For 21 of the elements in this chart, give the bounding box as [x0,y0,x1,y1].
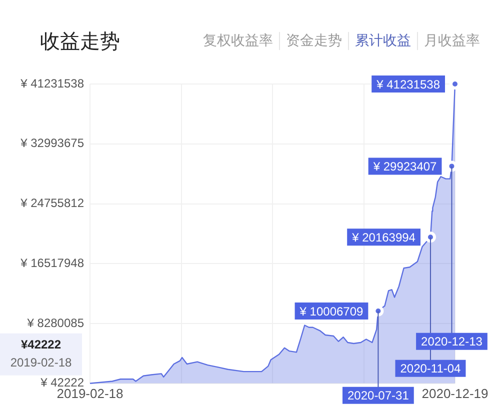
text: 资金走势 [279,32,348,50]
text: 月收益率 [417,32,486,50]
y-tick-label: ¥ 32993675 [20,136,84,150]
ref-line-label: 2020-07-31 [347,388,410,403]
data-label: ¥ 20163994 [351,230,416,244]
y-tick-label: ¥ 24755812 [20,196,84,210]
data-label: ¥ 29923407 [372,160,438,174]
x-tick-label: 2020-12-19 [422,386,488,401]
ref-line-label: 2020-11-04 [400,362,462,376]
chart-title: 收益走势 [40,30,120,55]
y-tick-label: ¥ 42222 [40,376,84,390]
y-tick-label: ¥ 16517948 [20,256,84,270]
text: 2019-02-18 [10,356,72,370]
y-tick-label: ¥ 41231538 [20,76,84,90]
text: 累计收益 [348,32,417,50]
text: 复权收益率 [202,32,274,50]
y-tick-label: ¥ 8280085 [26,316,84,330]
data-label: ¥ 41231538 [376,77,440,92]
ref-line-label: 2020-12-13 [421,334,483,349]
text: ¥42222 [20,338,62,352]
data-label: ¥ 10006709 [298,304,364,318]
